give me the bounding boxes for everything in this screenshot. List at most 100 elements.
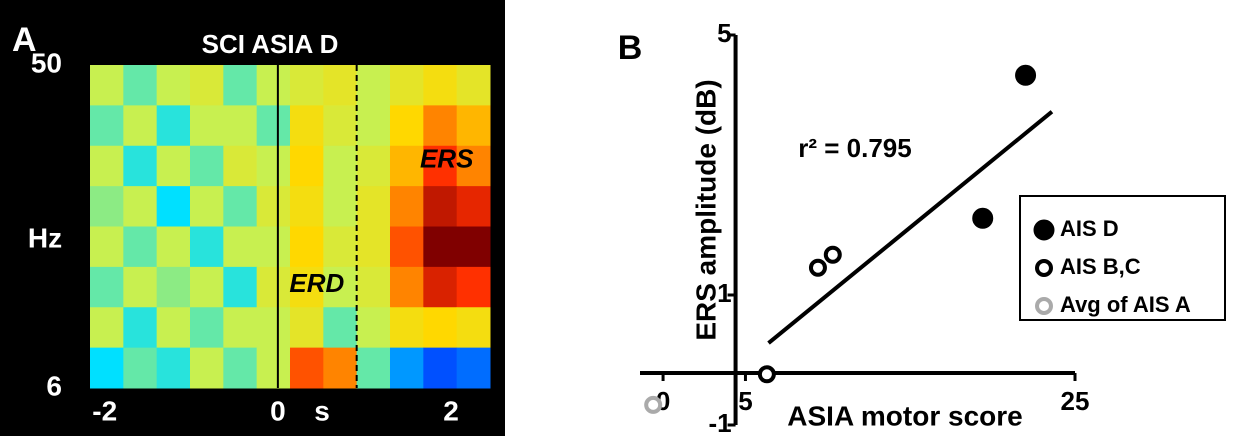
heat-cell [423,347,458,389]
heat-cell [456,307,491,349]
heat-cell [123,105,158,147]
annotation: ERD [289,268,344,298]
heat-cell [290,307,324,349]
heat-cell [356,186,391,227]
x-tick-label: 2 [443,395,459,426]
fit-line [767,110,1054,345]
heat-cell [323,307,358,349]
heat-cell [290,347,324,389]
heat-cell [323,266,358,308]
heat-cell [90,266,124,308]
heat-cell [190,226,224,268]
heat-cell [90,347,124,389]
heat-cell [156,266,191,308]
data-point [757,365,776,384]
heat-cell [356,105,391,147]
heat-cell [456,186,491,227]
heat-cell [423,145,458,187]
y-tick-label: 6 [46,370,62,401]
y-tick-label: -1 [708,408,731,436]
heat-cell [390,145,424,187]
x-tick-label: 25 [1061,386,1090,416]
y-axis-label: ERS amplitude (dB) [690,79,721,340]
heat-cell [156,347,191,389]
heat-cell [123,226,158,268]
heat-cell [123,347,158,389]
y-axis-label: Hz [28,222,62,253]
x-axis-label: ASIA motor score [787,400,1022,431]
heat-cell [190,105,224,147]
heat-cell [356,226,391,268]
heat-cell [390,347,424,389]
legend-label: AIS D [1060,216,1119,241]
data-point [1015,64,1037,86]
panel-label: A [12,21,37,59]
heat-cell [90,65,124,106]
heat-cell [223,307,258,349]
data-point [972,207,994,229]
heat-cell [290,226,324,268]
heat-cell [156,226,191,268]
heat-cell [456,347,491,389]
heat-cell [356,347,391,389]
heat-cell [223,186,258,227]
heat-cell [256,105,291,147]
heat-cell [156,65,191,106]
heat-cell [190,145,224,187]
heat-cell [423,105,458,147]
heat-cell [190,347,224,389]
heat-cell [90,307,124,349]
heat-cell [256,226,291,268]
heat-cell [456,105,491,147]
legend-marker [1035,297,1053,315]
data-point [823,245,842,264]
heat-cell [323,65,358,106]
legend-box [1019,195,1226,321]
panel-label: B [618,29,643,67]
heat-cell [356,65,391,106]
heat-cell [356,145,391,187]
heat-cell [290,145,324,187]
heat-cell [123,145,158,187]
heat-cell [90,145,124,187]
heat-cell [323,145,358,187]
heat-cell [390,65,424,106]
heat-cell [290,65,324,106]
heat-cell [190,266,224,308]
y-tick-label: 50 [31,47,62,78]
heat-cell [190,307,224,349]
heat-cell [256,145,291,187]
heat-cell [223,226,258,268]
legend-marker [1033,219,1055,241]
heat-cell [223,145,258,187]
heat-cell [256,347,291,389]
heat-cell [156,186,191,227]
heat-cell [290,266,324,308]
heat-cell [290,186,324,227]
heat-cell [390,307,424,349]
heat-cell [423,266,458,308]
heat-cell [423,65,458,106]
heat-cell [456,145,491,187]
legend-marker [1035,259,1053,277]
heat-cell [90,226,124,268]
heat-cell [390,186,424,227]
y-tick-label: 5 [717,18,731,48]
heat-cell [223,65,258,106]
heat-cell [256,266,291,308]
heat-cell [223,105,258,147]
legend-label: AIS B,C [1060,254,1141,279]
x-tick-label: -2 [92,395,117,426]
heat-cell [190,65,224,106]
heat-cell [323,186,358,227]
heat-cell [323,226,358,268]
x-tick-label: 5 [738,386,752,416]
heat-cell [356,266,391,308]
x-axis-label: s [314,395,330,426]
heat-cell [390,266,424,308]
heat-cell [390,226,424,268]
heat-cell [156,145,191,187]
heat-cell [90,186,124,227]
heat-cell [190,186,224,227]
